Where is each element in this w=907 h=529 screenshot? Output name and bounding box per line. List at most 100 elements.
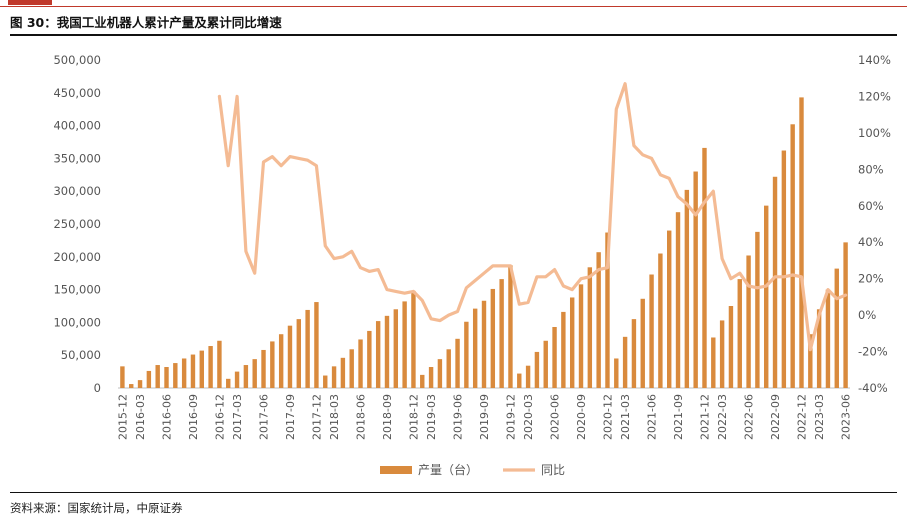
- y-left-tick-label: 250,000: [53, 217, 101, 231]
- bar-2022-02: [711, 337, 716, 388]
- bar-2020-09: [578, 284, 584, 388]
- bar-2018-12: [411, 290, 416, 388]
- x-tick-label: 2020-12: [601, 394, 614, 440]
- bar-2020-06: [552, 326, 557, 388]
- bar-2019-02: [420, 374, 425, 388]
- bar-2020-07: [561, 311, 566, 388]
- bar-2018-07: [367, 330, 372, 388]
- bar-2021-05: [640, 298, 645, 388]
- y-left-tick-label: 300,000: [53, 184, 101, 198]
- legend-bar-label: 产量（台）: [418, 462, 478, 477]
- x-tick-label: 2021-12: [698, 394, 711, 440]
- bar-2019-08: [472, 308, 478, 388]
- y-left-tick-label: 450,000: [53, 86, 101, 100]
- legend-line-label: 同比: [541, 463, 565, 477]
- bar-2022-08: [764, 205, 769, 388]
- y-right-tick-label: -20%: [858, 345, 888, 359]
- bar-2022-07: [755, 231, 760, 388]
- bar-2020-04: [534, 351, 540, 388]
- bar-2022-09: [772, 176, 778, 388]
- bar-2019-05: [446, 349, 451, 388]
- x-tick-label: 2017-12: [310, 394, 323, 440]
- y-left-tick-label: 400,000: [53, 119, 101, 133]
- bar-2016-02: [129, 384, 134, 388]
- title-rule: [10, 34, 897, 36]
- bar-2016-06: [164, 367, 169, 388]
- bar-2020-10: [587, 267, 593, 388]
- x-tick-label: 2022-12: [795, 394, 808, 440]
- bar-2023-05: [834, 268, 839, 388]
- bar-2016-05: [155, 365, 160, 388]
- bar-2017-12: [314, 302, 319, 388]
- x-tick-label: 2018-03: [328, 394, 341, 440]
- bar-2019-11: [499, 279, 504, 388]
- y-right-tick-label: 60%: [858, 199, 884, 213]
- x-tick-label: 2015-12: [116, 394, 129, 440]
- bar-2021-07: [658, 253, 663, 388]
- bar-2021-09: [675, 212, 681, 388]
- x-tick-label: 2020-09: [575, 394, 588, 440]
- bar-2022-10: [781, 150, 787, 388]
- x-tick-label: 2021-03: [619, 394, 632, 440]
- x-tick-label: 2018-06: [355, 394, 368, 440]
- y-right-tick-label: 100%: [858, 126, 891, 140]
- bar-2019-04: [437, 359, 443, 388]
- bar-2017-08: [278, 334, 284, 388]
- y-right-tick-label: 20%: [858, 272, 884, 286]
- bar-2019-12: [508, 265, 513, 388]
- x-tick-label: 2018-12: [407, 394, 420, 440]
- x-tick-label: 2021-09: [672, 394, 685, 440]
- bar-2021-08: [667, 230, 672, 388]
- bar-2021-06: [649, 274, 654, 388]
- bar-2023-02: [808, 334, 813, 388]
- bar-2023-06: [843, 242, 848, 388]
- bar-2018-08: [375, 321, 381, 388]
- bar-2017-07: [270, 341, 275, 388]
- y-left-tick-label: 500,000: [53, 53, 101, 67]
- x-tick-label: 2019-03: [425, 394, 438, 440]
- bar-2019-07: [464, 321, 469, 388]
- bar-2021-10: [684, 189, 690, 388]
- y-left-tick-label: 150,000: [53, 283, 101, 297]
- bar-2018-10: [393, 309, 399, 388]
- bar-2021-11: [693, 171, 698, 388]
- source-note: 资料来源：国家统计局，中原证券: [10, 501, 183, 515]
- bar-2021-04: [631, 319, 637, 388]
- bar-2019-10: [490, 288, 496, 388]
- bar-2016-04: [146, 370, 152, 388]
- x-tick-label: 2019-09: [478, 394, 491, 440]
- bar-2021-03: [622, 336, 628, 388]
- header-accent-mark: [8, 0, 52, 5]
- x-tick-label: 2020-03: [522, 394, 535, 440]
- bar-2020-08: [569, 297, 575, 388]
- x-tick-label: 2017-03: [231, 394, 244, 440]
- y-left-tick-label: 350,000: [53, 151, 101, 165]
- x-tick-label: 2017-06: [258, 394, 271, 440]
- x-tick-label: 2016-12: [213, 394, 226, 440]
- y-right-tick-label: 0%: [858, 308, 876, 322]
- bar-2022-11: [790, 124, 795, 389]
- x-tick-label: 2020-06: [549, 394, 562, 440]
- bar-2016-10: [199, 350, 204, 388]
- bar-2017-04: [243, 365, 249, 388]
- bar-2016-03: [137, 380, 143, 388]
- bar-2022-05: [737, 279, 742, 388]
- y-left-tick-label: 50,000: [61, 348, 101, 362]
- legend-bar-swatch: [380, 466, 412, 474]
- bar-2023-03: [816, 309, 822, 388]
- y-right-tick-label: 140%: [858, 53, 891, 67]
- bar-2017-10: [296, 319, 301, 388]
- y-right-tick-label: 40%: [858, 235, 884, 249]
- bar-2020-11: [596, 252, 601, 388]
- bar-2016-11: [208, 346, 213, 388]
- bar-2021-02: [614, 358, 619, 388]
- figure-title: 图 30：我国工业机器人累计产量及累计同比增速: [10, 15, 282, 30]
- bar-2022-06: [746, 255, 751, 388]
- bar-2017-09: [287, 325, 293, 388]
- x-tick-label: 2019-06: [452, 394, 465, 440]
- bar-2015-12: [120, 366, 125, 388]
- combo-chart: 0 50,000 100,000 150,000 200,000 250,000 300,0…: [53, 53, 891, 477]
- bar-2018-11: [402, 301, 407, 388]
- x-tick-label: 2018-09: [381, 394, 394, 440]
- header-line: [0, 6, 907, 7]
